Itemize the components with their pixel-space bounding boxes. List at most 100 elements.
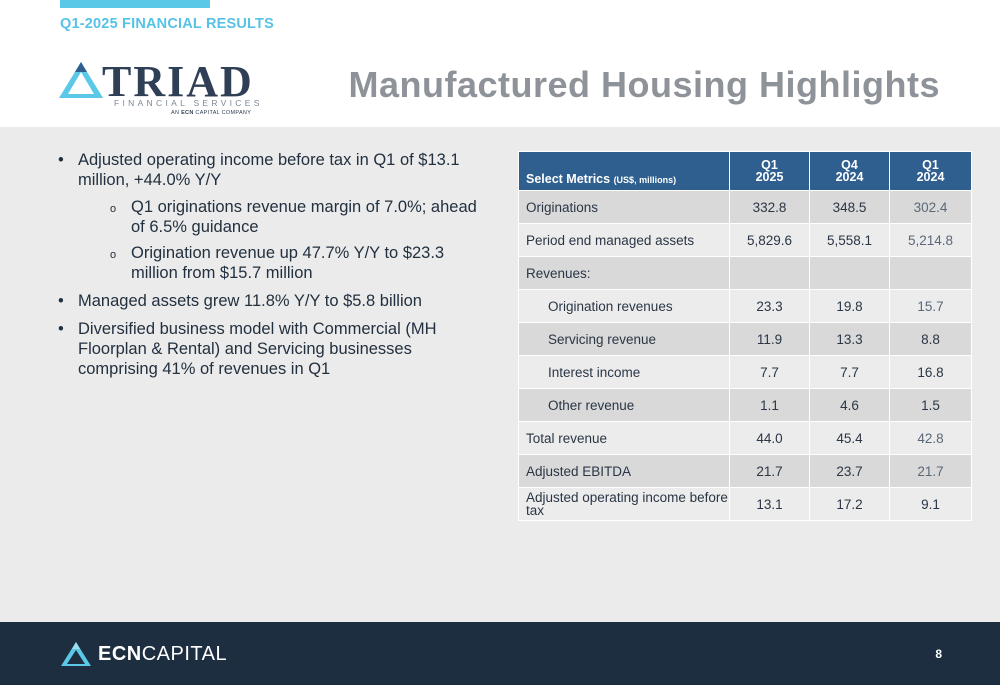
ecn-wordmark: ECNCAPITAL [98,643,227,666]
sub-bullet-marker-icon: o [110,203,117,215]
highlights-list: • Adjusted operating income before tax i… [55,150,495,387]
row-label: Other revenue [518,388,730,422]
cell-value [729,256,810,290]
cell-value: 17.2 [809,487,890,521]
cell-value: 44.0 [729,421,810,455]
row-label: Adjusted EBITDA [518,454,730,488]
slide-title: Manufactured Housing Highlights [348,64,940,105]
cell-value: 11.9 [729,322,810,356]
period-label: Q1 [922,158,939,172]
cell-value: 19.8 [809,289,890,323]
cell-value: 21.7 [889,454,972,488]
row-label: Revenues: [518,256,730,290]
logo-wordmark: TRIAD [102,57,254,106]
row-label: Adjusted operating income before tax [518,487,730,521]
cell-value: 1.1 [729,388,810,422]
ecn-triangle-icon [61,642,91,666]
table-row: Interest income 7.7 7.7 16.8 [518,355,972,389]
cell-value: 21.7 [729,454,810,488]
sub-bullet-marker-icon: o [110,249,117,261]
bullet-dot-icon: • [58,320,64,338]
ecn-wordmark-rest: CAPITAL [141,643,228,665]
section-eyebrow: Q1-2025 FINANCIAL RESULTS [60,16,274,32]
period-column-header: Q1 2025 [729,151,810,191]
bullet-dot-icon: • [58,151,64,169]
table-row: Other revenue 1.1 4.6 1.5 [518,388,972,422]
cell-value: 15.7 [889,289,972,323]
logo-tagline: AN ECN CAPITAL COMPANY [171,110,251,116]
cell-value: 9.1 [889,487,972,521]
table-row: Period end managed assets 5,829.6 5,558.… [518,223,972,257]
slide-footer: ECNCAPITAL 8 [0,622,1000,685]
cell-value: 7.7 [729,355,810,389]
accent-bar [60,0,210,8]
cell-value: 23.7 [809,454,890,488]
cell-value: 5,558.1 [809,223,890,257]
cell-value: 23.3 [729,289,810,323]
cell-value [809,256,890,290]
table-row: Originations 332.8 348.5 302.4 [518,190,972,224]
metrics-table-container: Select Metrics (US$, millions) Q1 2025 Q… [518,151,972,521]
page-number: 8 [935,647,942,661]
cell-value: 1.5 [889,388,972,422]
period-year: 2025 [755,170,784,184]
row-label: Total revenue [518,421,730,455]
cell-value: 5,829.6 [729,223,810,257]
cell-value: 7.7 [809,355,890,389]
cell-value: 16.8 [889,355,972,389]
bullet-text: Adjusted operating income before tax in … [78,151,460,189]
table-row: Total revenue 44.0 45.4 42.8 [518,421,972,455]
table-row: Origination revenues 23.3 19.8 15.7 [518,289,972,323]
cell-value: 8.8 [889,322,972,356]
metrics-table: Select Metrics (US$, millions) Q1 2025 Q… [518,151,972,521]
bullet-item: • Diversified business model with Commer… [55,319,495,379]
row-label: Period end managed assets [518,223,730,257]
bullet-item: • Adjusted operating income before tax i… [55,150,495,283]
logo-tag-prefix: AN [171,110,180,116]
logo-tag-brand: ECN [181,110,194,116]
row-label: Originations [518,190,730,224]
period-label: Q1 [761,158,778,172]
sub-bullet-list: o Q1 originations revenue margin of 7.0%… [78,197,495,283]
bullet-text: Diversified business model with Commerci… [78,320,437,378]
metric-column-header: Select Metrics (US$, millions) [518,151,730,191]
cell-value: 13.3 [809,322,890,356]
period-column-header: Q1 2024 [889,151,972,191]
bullet-item: • Managed assets grew 11.8% Y/Y to $5.8 … [55,291,495,311]
logo-tag-suffix: CAPITAL COMPANY [195,110,252,116]
period-year: 2024 [835,170,864,184]
cell-value: 42.8 [889,421,972,455]
period-column-header: Q4 2024 [809,151,890,191]
table-row: Revenues: [518,256,972,290]
bullet-dot-icon: • [58,292,64,310]
triad-triangle-icon [59,62,103,98]
table-row: Adjusted operating income before tax 13.… [518,487,972,521]
sub-bullet-item: o Origination revenue up 47.7% Y/Y to $2… [78,243,495,283]
cell-value [889,256,972,290]
period-label: Q4 [841,158,858,172]
table-row: Servicing revenue 11.9 13.3 8.8 [518,322,972,356]
metric-header-unit: (US$, millions) [613,175,677,185]
table-header-row: Select Metrics (US$, millions) Q1 2025 Q… [518,151,972,191]
sub-bullet-text: Q1 originations revenue margin of 7.0%; … [131,198,477,236]
triad-logo: TRIAD FINANCIAL SERVICES AN ECN CAPITAL … [58,57,263,120]
metric-header-label: Select Metrics [526,172,611,186]
cell-value: 332.8 [729,190,810,224]
ecn-wordmark-bold: ECN [98,643,142,665]
bullet-text: Managed assets grew 11.8% Y/Y to $5.8 bi… [78,292,422,310]
row-label: Interest income [518,355,730,389]
table-row: Adjusted EBITDA 21.7 23.7 21.7 [518,454,972,488]
slide-header: Q1-2025 FINANCIAL RESULTS TRIAD FINANCIA… [0,0,1000,127]
logo-subtitle: FINANCIAL SERVICES [114,98,263,108]
cell-value: 302.4 [889,190,972,224]
row-label: Servicing revenue [518,322,730,356]
cell-value: 4.6 [809,388,890,422]
period-year: 2024 [916,170,945,184]
sub-bullet-text: Origination revenue up 47.7% Y/Y to $23.… [131,244,445,282]
cell-value: 348.5 [809,190,890,224]
cell-value: 5,214.8 [889,223,972,257]
sub-bullet-item: o Q1 originations revenue margin of 7.0%… [78,197,495,237]
ecn-capital-logo: ECNCAPITAL [60,641,250,671]
cell-value: 45.4 [809,421,890,455]
cell-value: 13.1 [729,487,810,521]
